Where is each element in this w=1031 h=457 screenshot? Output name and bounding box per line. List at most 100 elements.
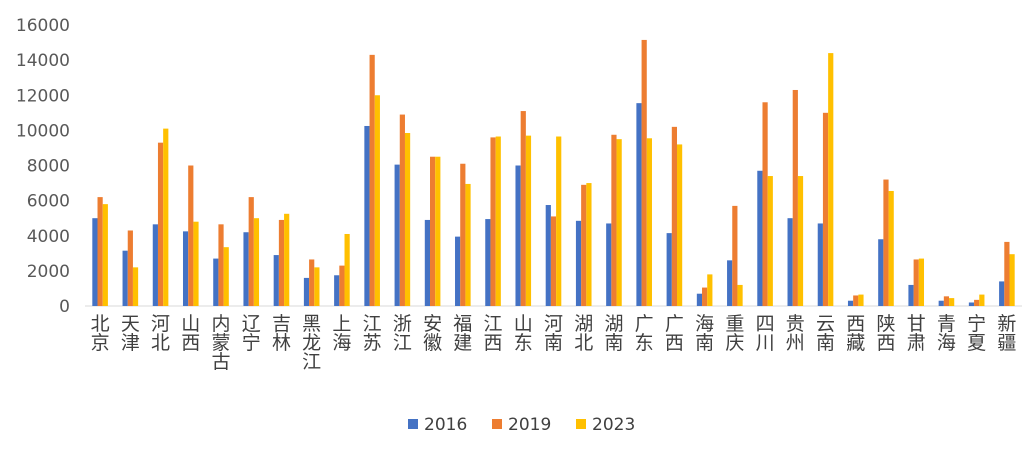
legend-swatch-2016 [408,419,418,429]
bar-2019-辽宁 [248,197,254,306]
bar-2016-江苏 [364,125,370,306]
bar-2023-江苏 [374,95,380,306]
bar-2019-海南 [702,287,708,306]
bar-2016-新疆 [999,281,1005,306]
bar-2023-江西 [495,136,501,306]
bar-2019-江西 [490,137,496,306]
bar-2023-宁夏 [979,294,985,306]
bar-2019-浙江 [399,114,405,306]
y-tick-label: 2000 [27,262,70,282]
bar-2023-青海 [949,298,955,306]
y-tick-label: 10000 [16,121,70,141]
bar-2023-新疆 [1009,254,1015,306]
bar-2023-上海 [344,233,350,306]
bar-2016-上海 [334,275,340,306]
bar-2023-云南 [828,53,834,306]
bar-2023-广西 [677,144,683,306]
bar-2019-吉林 [278,219,285,306]
bar-2019-青海 [943,296,950,306]
category-label: 江苏 [363,313,382,354]
bar-2023-贵州 [797,176,804,306]
bar-2019-宁夏 [974,299,980,306]
bar-2023-重庆 [737,284,743,306]
bar-2023-黑龙江 [314,267,320,306]
category-label: 贵州 [786,313,805,354]
bar-2023-辽宁 [253,218,260,306]
bar-2019-山东 [520,111,526,306]
bar-2019-上海 [339,265,345,306]
bar-2019-西藏 [853,295,859,306]
category-label: 陕西 [876,313,895,354]
bar-2023-天津 [132,267,139,306]
bar-2016-湖南 [606,223,612,306]
bar-2019-广西 [671,126,677,306]
bar-2016-安徽 [424,219,430,306]
category-label: 广东 [635,313,654,354]
y-tick-label: 6000 [27,192,70,212]
bar-2016-河南 [545,205,551,306]
category-label: 内蒙古 [212,313,231,373]
category-label: 北京 [91,313,110,354]
category-label: 福建 [453,313,472,354]
category-label: 黑龙江 [302,313,321,373]
bar-2016-湖北 [575,220,582,306]
category-label: 山西 [181,313,200,354]
bar-2016-天津 [122,250,128,306]
bar-2019-河南 [550,216,557,306]
legend-label-2016: 2016 [424,415,467,435]
bar-2023-湖南 [616,139,622,306]
bar-2016-黑龙江 [303,277,310,306]
bar-2023-北京 [102,204,108,306]
category-label: 宁夏 [967,313,986,354]
bar-2023-山西 [193,221,199,306]
bar-2016-广西 [666,233,672,306]
bar-2016-广东 [636,103,642,307]
bar-2016-山东 [515,165,521,306]
legend-label-2019: 2019 [508,415,551,435]
bar-2016-海南 [696,293,703,306]
bar-2023-甘肃 [918,258,925,306]
category-label: 河南 [544,313,563,354]
bar-2019-贵州 [792,89,798,306]
bars [92,39,1015,307]
bar-2016-贵州 [787,218,793,306]
bar-2016-福建 [455,236,461,306]
bar-2016-北京 [92,218,98,306]
legend-label-2023: 2023 [592,415,635,435]
bar-2016-甘肃 [908,284,914,306]
bar-2016-江西 [485,219,491,306]
category-label: 云南 [816,313,835,354]
y-tick-label: 14000 [16,51,70,71]
category-label: 海南 [695,313,714,354]
category-label: 天津 [121,313,140,354]
category-label: 西藏 [846,313,865,354]
bar-2016-西藏 [847,300,854,306]
legend-swatch-2023 [576,419,586,429]
category-label: 辽宁 [242,313,261,354]
category-label: 重庆 [725,313,744,354]
bar-2023-四川 [767,176,773,306]
bar-2019-广东 [641,39,647,307]
bar-2016-山西 [182,231,189,306]
bar-2016-重庆 [727,260,733,306]
bar-2019-河北 [157,142,164,306]
bar-2019-福建 [460,163,466,306]
bar-2019-内蒙古 [218,224,224,306]
bar-2019-四川 [762,102,768,306]
bar-2016-浙江 [394,164,400,306]
bar-2019-重庆 [732,205,738,306]
bar-2019-陕西 [883,179,889,306]
bar-2016-辽宁 [243,232,249,306]
bar-2019-新疆 [1004,241,1010,306]
y-tick-label: 0 [59,297,70,317]
bar-2016-云南 [817,223,823,306]
category-label: 山东 [514,313,533,354]
bar-2019-安徽 [430,156,436,306]
category-label: 上海 [332,313,351,354]
category-label: 湖北 [574,313,593,354]
category-label: 江西 [484,313,503,354]
category-labels: 北京天津河北山西内蒙古辽宁吉林黑龙江上海江苏浙江安徽福建江西山东河南湖北湖南广东… [91,313,1017,373]
bar-2016-青海 [938,300,944,306]
y-tick-label: 8000 [27,157,70,177]
bar-2023-吉林 [284,213,290,306]
